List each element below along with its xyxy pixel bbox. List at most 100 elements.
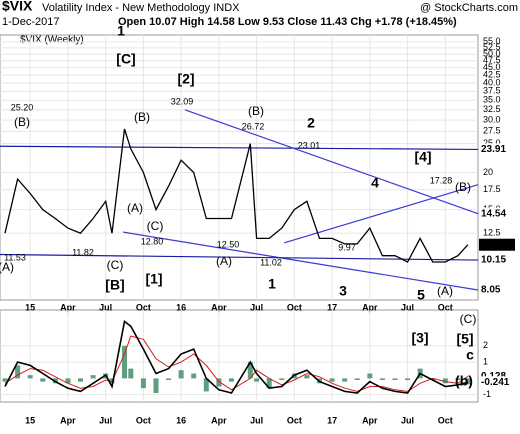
annotation: 23.01 — [298, 140, 321, 150]
symbol: $VIX — [2, 0, 33, 14]
histogram-bar — [153, 378, 159, 394]
x-tick-label: Apr — [362, 302, 378, 312]
trendline — [184, 109, 479, 215]
y-tick-label: 30.0 — [483, 115, 501, 125]
trendline — [284, 184, 479, 244]
x-tick-label: Jul — [250, 415, 263, 425]
y-tick-label: 47.5 — [483, 55, 501, 65]
x-tick-label: Apr — [60, 302, 76, 312]
value-label: 14.54 — [481, 208, 506, 219]
histogram-bar — [379, 378, 385, 381]
value-label-box — [479, 143, 515, 156]
histogram-bar — [247, 362, 253, 379]
y-tick-label: 52.5 — [483, 42, 501, 52]
y-tick-label: 35.0 — [483, 95, 501, 105]
annotation: 32.09 — [171, 96, 194, 106]
source: @ StockCharts.com — [420, 2, 518, 14]
y-tick-label: 32.5 — [483, 104, 501, 114]
annotation: 2 — [307, 115, 315, 131]
value-label: 11.43 — [481, 239, 506, 250]
annotation: 11.02 — [260, 257, 282, 267]
x-tick-label: 16 — [176, 415, 186, 425]
x-tick-label: Jul — [99, 415, 112, 425]
annotation: 4 — [371, 175, 379, 191]
annotation: 3 — [339, 283, 347, 299]
value-label: 8.05 — [481, 285, 501, 296]
value-label: 10.15 — [481, 255, 506, 266]
histogram-bar — [329, 378, 335, 382]
quote: Open 10.07 High 14.58 Low 9.53 Close 11.… — [118, 16, 457, 28]
histogram-bar — [166, 378, 172, 381]
annotation: [4] — [414, 149, 431, 165]
annotation: (b) — [455, 373, 473, 389]
x-tick-label: 17 — [327, 415, 337, 425]
index-name: Volatility Index - New Methodology INDX — [42, 2, 240, 14]
annotation: (C) — [460, 312, 477, 326]
annotation: 12.50 — [217, 239, 240, 249]
y-tick-label: 40.0 — [483, 77, 501, 87]
y-tick-label: 2 — [483, 340, 488, 350]
histogram-bar — [78, 378, 84, 382]
histogram-bar — [254, 378, 260, 382]
histogram-bar — [65, 378, 71, 384]
annotation: (B) — [134, 110, 150, 124]
histogram-bar — [27, 375, 33, 379]
annotation: 25.20 — [11, 102, 34, 112]
histogram-bar — [128, 368, 134, 379]
annotation: 17.28 — [430, 175, 453, 185]
x-tick-label: Apr — [60, 415, 76, 425]
x-tick-label: Apr — [211, 415, 227, 425]
annotation: 5 — [417, 287, 425, 303]
x-tick-label: Jul — [250, 302, 263, 312]
x-tick-label: Oct — [136, 415, 151, 425]
histogram-bar — [216, 378, 222, 387]
value-label: -0.241 — [481, 377, 510, 388]
annotation: (C) — [107, 258, 124, 272]
annotation: [C] — [116, 51, 135, 67]
value-label-box — [479, 254, 515, 267]
histogram-bar — [279, 378, 285, 381]
price-line — [4, 128, 469, 263]
annotation: 9.97 — [338, 242, 356, 252]
histogram-bar — [455, 378, 461, 381]
histogram-bar — [342, 378, 348, 382]
y-tick-label: 1 — [483, 356, 488, 366]
trendline — [0, 253, 479, 261]
x-tick-label: Jul — [401, 302, 414, 312]
y-tick-label: 12.5 — [483, 228, 501, 238]
x-tick-label: Oct — [287, 415, 302, 425]
annotation: 1 — [117, 23, 125, 39]
value-label-box — [479, 207, 515, 220]
value-label-box — [479, 376, 515, 389]
annotation: 11.82 — [72, 247, 94, 257]
histogram-bar — [304, 375, 310, 379]
y-tick-label: 20 — [483, 167, 493, 177]
macd-line — [4, 335, 469, 392]
annotation: [5] — [456, 331, 473, 347]
annotation: 12.80 — [141, 236, 164, 246]
histogram-bar — [442, 378, 448, 384]
histogram-bar — [2, 378, 8, 382]
y-tick-label: 27.5 — [483, 126, 501, 136]
histogram-bar — [465, 378, 471, 385]
histogram-bar — [90, 375, 96, 379]
annotation: (A) — [437, 284, 453, 298]
x-tick-label: Oct — [438, 415, 453, 425]
histogram-bar — [367, 373, 373, 379]
annotation: 1 — [268, 276, 276, 292]
macd-line — [4, 319, 469, 394]
histogram-bar — [122, 345, 128, 379]
legend-entry: $VIX (Weekly) — [20, 35, 84, 46]
annotation: (A) — [216, 254, 232, 268]
x-tick-label: Jul — [99, 302, 112, 312]
value-label-box — [479, 283, 515, 296]
x-tick-label: 16 — [176, 302, 186, 312]
annotation: [1] — [145, 271, 162, 287]
annotation: [2] — [177, 71, 194, 87]
histogram-bar — [228, 378, 234, 382]
value-label: 23.91 — [481, 144, 506, 155]
histogram-bar — [178, 370, 184, 379]
x-tick-label: 15 — [25, 302, 35, 312]
y-tick-label: 17.5 — [483, 184, 501, 194]
